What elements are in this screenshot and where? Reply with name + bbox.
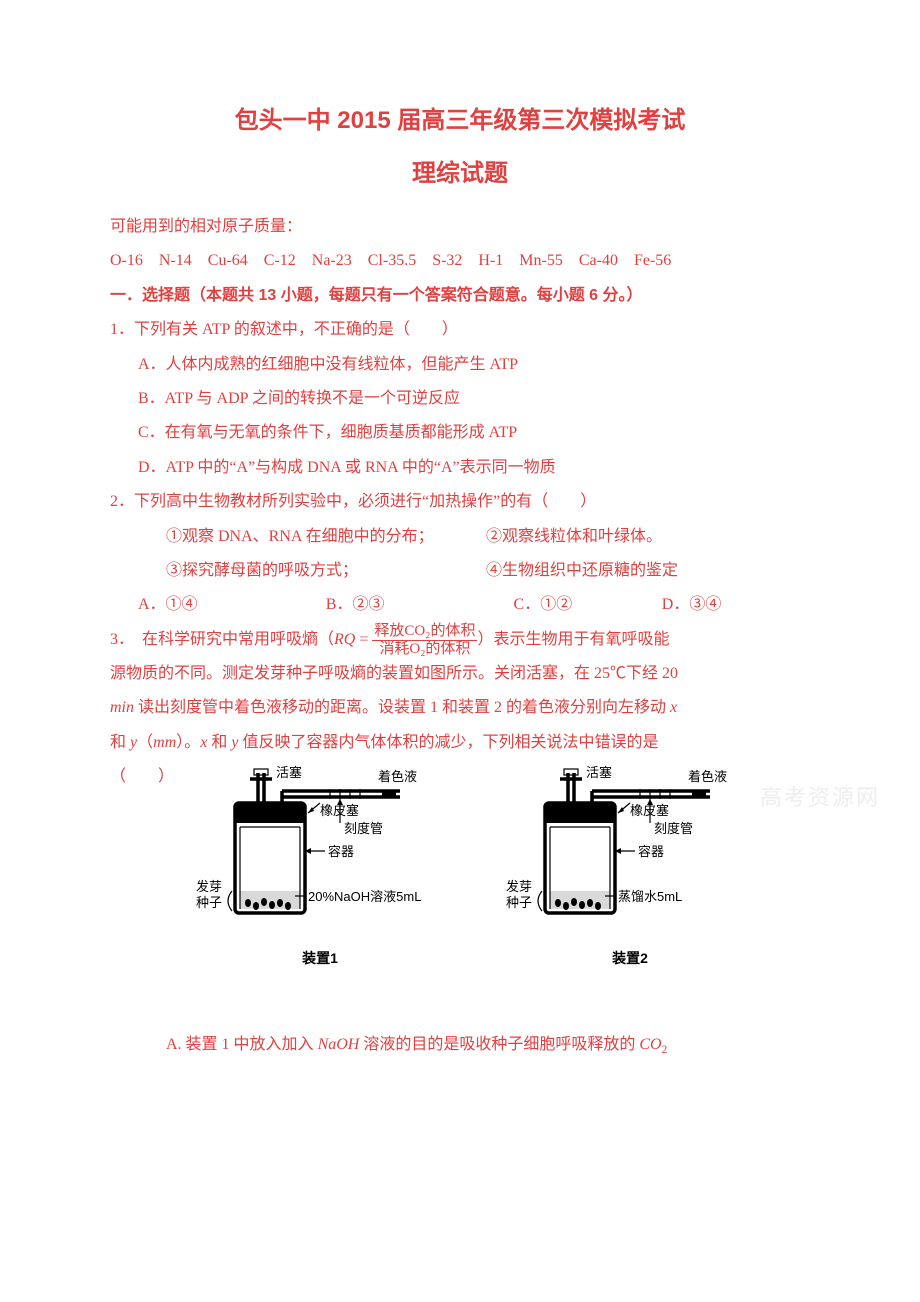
q3-rq: RQ	[334, 631, 355, 648]
q3-opt-a: A. 装置 1 中放入加入 NaOH 溶液的目的是吸收种子细胞呼吸释放的 CO2	[110, 1028, 810, 1062]
label-container: 容器	[328, 844, 354, 859]
q3-l4e: ）。	[176, 734, 200, 751]
apparatus-figures: 活塞 着色液 橡皮塞 刻度管 容器 发芽 种子 20%NaOH溶液5mL 装置1	[190, 761, 810, 968]
q3a-naoh: NaOH	[318, 1036, 360, 1053]
q3-x1: x	[670, 699, 677, 716]
q3-eq: =	[355, 631, 372, 648]
q3-line3: min 读出刻度管中着色液移动的距离。设装置 1 和装置 2 的着色液分别向左移…	[110, 691, 810, 725]
apparatus-1: 活塞 着色液 橡皮塞 刻度管 容器 发芽 种子 20%NaOH溶液5mL 装置1	[190, 761, 450, 968]
apparatus-1-svg: 活塞 着色液 橡皮塞 刻度管 容器 发芽 种子 20%NaOH溶液5mL	[190, 761, 450, 941]
q3-y2: y	[231, 734, 238, 751]
q1-stem: 1．下列有关 ATP 的叙述中，不正确的是（ ）	[110, 313, 810, 347]
q1-opt-c: C．在有氧与无氧的条件下，细胞质基质都能形成 ATP	[110, 416, 810, 450]
q3-mm: mm	[153, 734, 176, 751]
q3a-a: A. 装置 1 中放入加入	[166, 1036, 318, 1053]
apparatus-2-caption: 装置2	[500, 948, 760, 968]
q3-frac-bot: 消耗O₂的体积	[372, 641, 477, 658]
q3-fraction: 释放CO₂的体积消耗O₂的体积	[372, 623, 477, 657]
q2-opt-c: C．①②	[514, 588, 662, 622]
label-seeds2: 种子	[196, 895, 222, 910]
q1-opt-d: D．ATP 中的“A”与构成 DNA 或 RNA 中的“A”表示同一物质	[110, 451, 810, 485]
q3-l4a: 和	[110, 734, 130, 751]
atomic-mass-label: 可能用到的相对原子质量：	[110, 210, 810, 244]
label-scale: 刻度管	[344, 821, 383, 836]
apparatus-1-caption: 装置1	[190, 948, 450, 968]
atomic-mass-list: O-16 N-14 Cu-64 C-12 Na-23 Cl-35.5 S-32 …	[110, 244, 810, 278]
label-scale2: 刻度管	[654, 821, 693, 836]
q3-line4: 和 y（mm）。x 和 y 值反映了容器内气体体积的减少，下列相关说法中错误的是	[110, 726, 810, 760]
q2-opt-a: A．①④	[138, 588, 326, 622]
q3-l4c: （	[137, 734, 153, 751]
q2-item4: ④生物组织中还原糖的鉴定	[486, 554, 678, 588]
label-dye: 着色液	[378, 769, 417, 784]
label-solution1: 20%NaOH溶液5mL	[308, 889, 421, 904]
q3a-co: CO	[639, 1036, 661, 1053]
q3-line1: 3． 在科学研究中常用呼吸熵（RQ = 释放CO₂的体积消耗O₂的体积）表示生物…	[110, 623, 810, 657]
label-solution2: 蒸馏水5mL	[618, 889, 682, 904]
q3-frac-top: 释放CO₂的体积	[372, 623, 477, 641]
label-rubber2: 橡皮塞	[630, 803, 669, 818]
label-dye2: 着色液	[688, 769, 727, 784]
section-heading: 一．选择题（本题共 13 小题，每题只有一个答案符合题意。每小题 6 分。）	[110, 279, 810, 313]
q1-opt-b: B．ATP 与 ADP 之间的转换不是一个可逆反应	[110, 382, 810, 416]
q3-l3b: 读出刻度管中着色液移动的距离。设装置 1 和装置 2 的着色液分别向左移动	[134, 699, 670, 716]
q2-item1: ①观察 DNA、RNA 在细胞中的分布；	[166, 520, 486, 554]
q3-line2: 源物质的不同。测定发芽种子呼吸熵的装置如图所示。关闭活塞，在 25℃下经 20	[110, 657, 810, 691]
apparatus-2-svg: 活塞 着色液 橡皮塞 刻度管 容器 发芽 种子 蒸馏水5mL	[500, 761, 760, 941]
q2-stem: 2．下列高中生物教材所列实验中，必须进行“加热操作”的有（ ）	[110, 485, 810, 519]
q3-l4g: 和	[207, 734, 231, 751]
q3-min: min	[110, 699, 134, 716]
page-title: 包头一中 2015 届高三年级第三次模拟考试	[110, 100, 810, 135]
q2-items-row1: ①观察 DNA、RNA 在细胞中的分布； ②观察线粒体和叶绿体。	[110, 520, 810, 554]
q3a-sub: 2	[662, 1044, 668, 1056]
q3a-c: 溶液的目的是吸收种子细胞呼吸释放的	[359, 1036, 639, 1053]
label-stopper2: 活塞	[586, 765, 612, 780]
q3-lead: 3． 在科学研究中常用呼吸熵（	[110, 631, 334, 648]
q2-opt-d: D．③④	[662, 588, 810, 622]
label-rubber: 橡皮塞	[320, 803, 359, 818]
label-seeds1b: 发芽	[506, 879, 532, 894]
q3-tail1: ）表示生物用于有氧呼吸能	[477, 631, 669, 648]
label-seeds1: 发芽	[196, 879, 222, 894]
q1-opt-a: A．人体内成熟的红细胞中没有线粒体，但能产生 ATP	[110, 348, 810, 382]
q3-l4i: 值反映了容器内气体体积的减少，下列相关说法中错误的是	[239, 734, 659, 751]
label-seeds2b: 种子	[506, 895, 532, 910]
apparatus-2: 活塞 着色液 橡皮塞 刻度管 容器 发芽 种子 蒸馏水5mL 装置2	[500, 761, 760, 968]
q2-item3: ③探究酵母菌的呼吸方式；	[166, 554, 486, 588]
q2-items-row2: ③探究酵母菌的呼吸方式； ④生物组织中还原糖的鉴定	[110, 554, 810, 588]
label-container2: 容器	[638, 844, 664, 859]
q3-line5: （ ）	[110, 760, 190, 794]
page-subtitle: 理综试题	[110, 153, 810, 188]
label-stopper: 活塞	[276, 765, 302, 780]
page: 包头一中 2015 届高三年级第三次模拟考试 理综试题 可能用到的相对原子质量：…	[0, 0, 920, 1302]
q2-item2: ②观察线粒体和叶绿体。	[486, 520, 662, 554]
q2-options: A．①④ B．②③ C．①② D．③④	[110, 588, 810, 622]
q2-opt-b: B．②③	[326, 588, 514, 622]
